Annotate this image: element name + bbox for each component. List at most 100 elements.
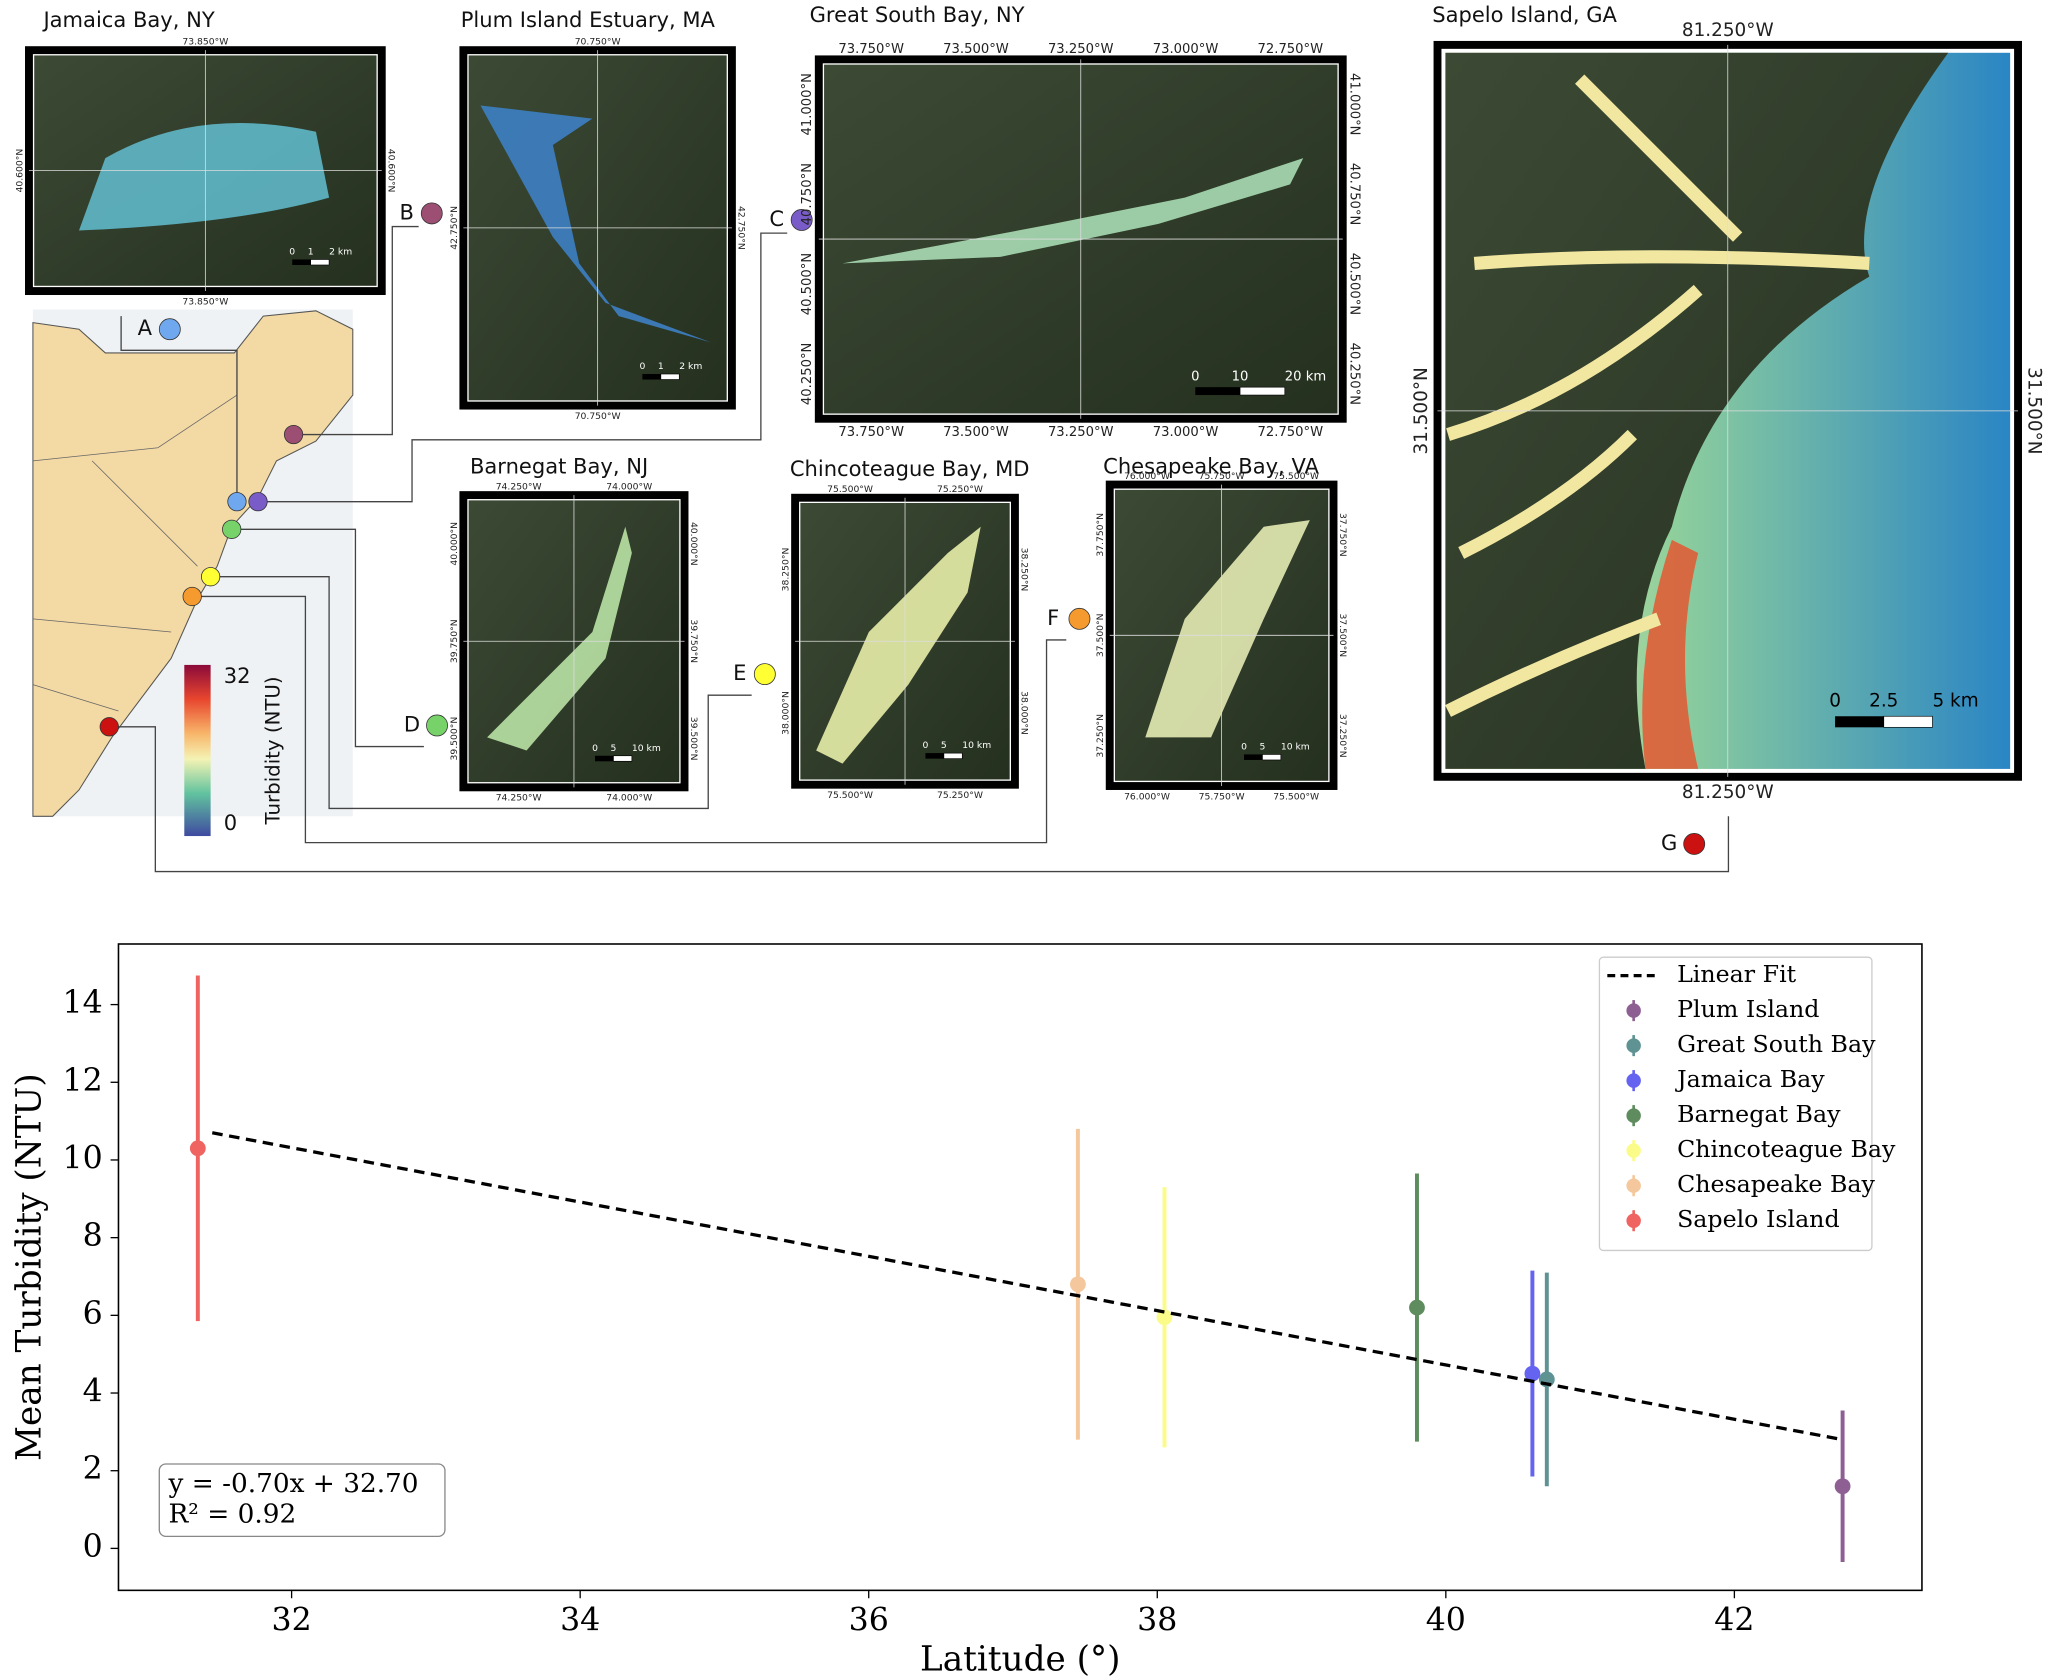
lon-label: 73.250°W	[1048, 42, 1114, 57]
lat-label: 40.000°N	[449, 522, 460, 566]
scale-bar	[310, 259, 330, 266]
colorbar-label: Turbidity (NTU)	[261, 676, 284, 825]
map-panel: Jamaica Bay, NY A 73.850°W 73.850°W 40.600°N…	[14, 7, 396, 512]
scale-bar	[642, 373, 661, 380]
scale-bar	[1195, 387, 1241, 396]
map-panel: Plum Island Estuary, MA B 70.750°W 70.750°W…	[283, 7, 747, 445]
fit-line	[211, 1131, 1843, 1442]
lon-label: 74.000°W	[606, 481, 652, 492]
legend-swatch	[1626, 1038, 1641, 1053]
scale-bar	[1243, 754, 1263, 760]
lat-label: 40.600°N	[385, 149, 396, 193]
colorbar-tick: 0	[224, 810, 237, 835]
lon-label: 73.750°W	[838, 42, 904, 57]
lon-label: 74.250°W	[496, 481, 542, 492]
scale-label: 5 km	[1932, 691, 1978, 712]
colorbar-tick: 32	[224, 663, 251, 688]
y-tick-label: 4	[83, 1374, 103, 1410]
lon-label: 76.000°W	[1124, 471, 1170, 482]
high-turbidity	[1642, 539, 1699, 769]
site-dot	[227, 492, 247, 512]
site-dot	[182, 586, 202, 607]
lat-label: 37.750°N	[1337, 513, 1348, 557]
site-marker	[426, 714, 448, 737]
x-tick-label: 34	[560, 1602, 600, 1638]
legend-label: Chincoteague Bay	[1677, 1135, 1896, 1163]
scale-label: 0	[1829, 691, 1841, 712]
legend-box	[1598, 956, 1873, 1252]
lon-label: 75.750°W	[1199, 471, 1245, 482]
scale-bar	[943, 752, 963, 759]
site-letter: C	[769, 206, 784, 231]
annotation: y = -0.70x + 32.70	[167, 1469, 418, 1499]
lon-label: 75.500°W	[1273, 791, 1319, 802]
lat-label: 39.500°N	[688, 717, 699, 761]
scale-label: 0	[639, 361, 645, 372]
legend-label: Plum Island	[1677, 995, 1819, 1023]
scale-label: 10	[1232, 370, 1249, 385]
site-letter: G	[1661, 830, 1677, 855]
lat-label: 42.750°N	[449, 206, 460, 250]
lat-label: 38.000°N	[781, 691, 792, 735]
legend-swatch	[1626, 1178, 1641, 1193]
lat-label: 40.250°N	[1347, 343, 1362, 405]
lon-label: 73.250°W	[1048, 425, 1114, 440]
lon-label: 72.750°W	[1258, 425, 1324, 440]
site-dot	[222, 519, 242, 539]
y-tick-label: 6	[83, 1296, 103, 1332]
connector	[109, 726, 1730, 873]
scale-label: 10 km	[962, 740, 991, 751]
legend-swatch	[1626, 1213, 1641, 1228]
lon-label: 75.250°W	[937, 484, 983, 495]
scale-label: 1	[658, 361, 664, 372]
scatter-chart: 32 34 36 38 40 42 0 2 4 6 8 10 12 14 Latitude (°) Mean …	[10, 943, 1923, 1679]
lat-label: 39.750°N	[449, 619, 460, 663]
lon-label: 73.000°W	[1153, 42, 1219, 57]
data-point	[189, 1140, 206, 1157]
lon-label: 75.750°W	[1199, 791, 1245, 802]
lat-label: 38.250°N	[781, 548, 792, 592]
map-title: Great South Bay, NY	[810, 2, 1025, 27]
lat-label: 37.500°N	[1337, 613, 1348, 657]
lon-label: 72.750°W	[1258, 42, 1324, 57]
site-marker	[1683, 833, 1706, 855]
lat-label: 40.750°N	[800, 163, 815, 225]
map-panel: Chincoteague Bay, MD E 75.500°W 75.500°W 75.…	[201, 456, 1030, 810]
lat-label: 39.750°N	[688, 619, 699, 663]
channels	[1445, 74, 1870, 717]
map-title: Sapelo Island, GA	[1432, 2, 1617, 27]
data-point	[1834, 1478, 1851, 1495]
lat-label: 40.500°N	[1347, 253, 1362, 315]
site-marker	[158, 318, 181, 341]
lon-label: 73.850°W	[182, 36, 228, 47]
y-tick-label: 14	[62, 985, 102, 1021]
scale-bar	[595, 755, 614, 762]
lon-label: 81.250°W	[1682, 20, 1774, 41]
x-tick-label: 32	[272, 1602, 312, 1638]
legend-label: Jamaica Bay	[1675, 1065, 1825, 1093]
scale-bar	[1239, 386, 1286, 396]
scale-label: 0	[1191, 370, 1199, 385]
map-panel: Chesapeake Bay, VA F 76.000°W 76.000°W 75.75…	[182, 453, 1348, 844]
scale-label: 0	[289, 247, 295, 258]
site-dot	[283, 424, 304, 445]
map-panel: Great South Bay, NY C 73.750°W 73.750°W 73.5…	[248, 2, 1362, 512]
site-marker	[420, 202, 443, 225]
scale-label: 10 km	[632, 743, 661, 754]
site-marker	[790, 209, 813, 231]
data-point	[1156, 1309, 1173, 1326]
lon-label: 75.500°W	[1273, 471, 1319, 482]
site-letter: E	[733, 660, 746, 685]
map-title: Plum Island Estuary, MA	[461, 7, 716, 32]
turbid-water	[78, 123, 330, 231]
connector	[120, 316, 238, 502]
legend-swatch	[1626, 1108, 1641, 1123]
site-marker	[1068, 607, 1091, 630]
lon-label: 75.500°W	[827, 484, 873, 495]
scale-label: 2.5	[1869, 691, 1898, 712]
scale-label: 0	[922, 740, 928, 751]
scale-bar	[660, 373, 680, 380]
legend-swatch	[1626, 1073, 1641, 1088]
scale-bar	[1835, 716, 1884, 728]
site-letter: D	[404, 711, 420, 736]
